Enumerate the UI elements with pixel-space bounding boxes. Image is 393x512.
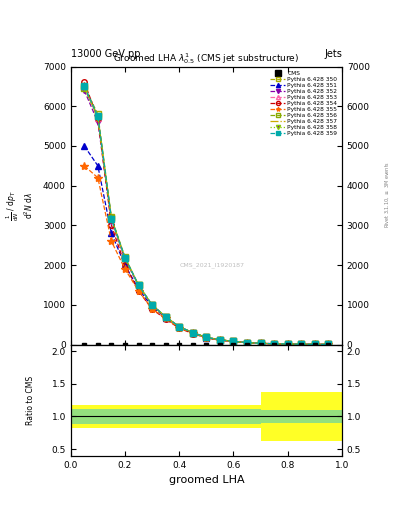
- Text: CMS_2021_I1920187: CMS_2021_I1920187: [179, 263, 244, 268]
- Title: Groomed LHA $\lambda^{1}_{0.5}$ (CMS jet substructure): Groomed LHA $\lambda^{1}_{0.5}$ (CMS jet…: [113, 51, 299, 66]
- X-axis label: groomed LHA: groomed LHA: [169, 475, 244, 485]
- Text: 13000 GeV pp: 13000 GeV pp: [71, 49, 140, 59]
- Y-axis label: Ratio to CMS: Ratio to CMS: [26, 375, 35, 424]
- Legend: CMS, Pythia 6.428 350, Pythia 6.428 351, Pythia 6.428 352, Pythia 6.428 353, Pyt: CMS, Pythia 6.428 350, Pythia 6.428 351,…: [268, 70, 339, 138]
- Y-axis label: $\frac{1}{\mathrm{d}N}$ / $\mathrm{d}p_{T}$
$\mathrm{d}^{2}N$ $\mathrm{d}\lambda: $\frac{1}{\mathrm{d}N}$ / $\mathrm{d}p_{…: [5, 190, 35, 221]
- Text: Jets: Jets: [324, 49, 342, 59]
- Text: Rivet 3.1.10, $\geq$ 3M events: Rivet 3.1.10, $\geq$ 3M events: [384, 161, 391, 228]
